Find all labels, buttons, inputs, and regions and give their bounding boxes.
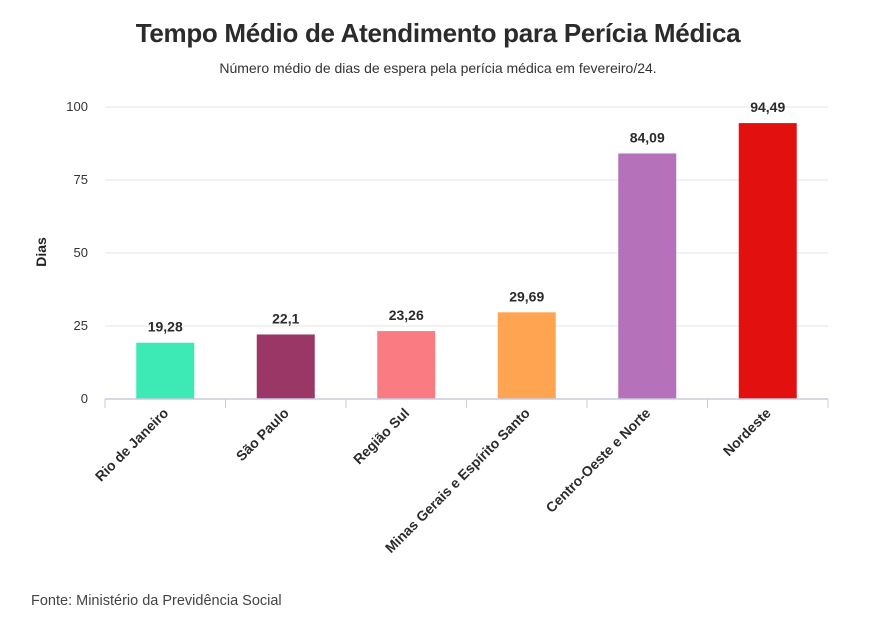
x-tick-label: Rio de Janeiro: [92, 405, 172, 485]
chart-title: Tempo Médio de Atendimento para Perícia …: [135, 18, 741, 48]
data-label: 22,1: [272, 310, 299, 326]
source-note: Fonte: Ministério da Previdência Social: [31, 593, 282, 609]
y-tick-labels: 0 25 50 75 100: [66, 99, 88, 406]
x-tick-marks: [104, 399, 829, 408]
data-label: 23,26: [389, 307, 424, 323]
y-tick-label: 100: [66, 99, 88, 114]
data-labels: 19,28 22,1 23,26 29,69 84,09 94,49: [148, 99, 786, 335]
chart-subtitle: Número médio de dias de espera pela perí…: [219, 60, 657, 76]
y-tick-label: 75: [74, 172, 88, 187]
x-tick-label: São Paulo: [233, 405, 292, 464]
bars: [136, 123, 797, 399]
bar: [377, 331, 436, 399]
grid-lines: [105, 106, 828, 327]
bar: [497, 312, 556, 399]
bar: [738, 123, 797, 399]
y-tick-label: 0: [81, 391, 88, 406]
bar: [256, 334, 315, 399]
bar: [618, 153, 677, 399]
x-tick-label: Região Sul: [350, 405, 412, 467]
data-label: 19,28: [148, 319, 183, 335]
x-tick-label: Minas Gerais e Espírito Santo: [382, 405, 533, 556]
data-label: 94,49: [750, 99, 785, 115]
y-axis-label: Dias: [33, 237, 49, 267]
data-label: 29,69: [509, 288, 544, 304]
data-label: 84,09: [630, 129, 665, 145]
y-tick-label: 50: [74, 245, 88, 260]
bar: [136, 342, 195, 399]
x-tick-label: Nordeste: [720, 405, 774, 459]
x-tick-label: Centro-Oeste e Norte: [542, 405, 653, 516]
y-tick-label: 25: [74, 318, 88, 333]
